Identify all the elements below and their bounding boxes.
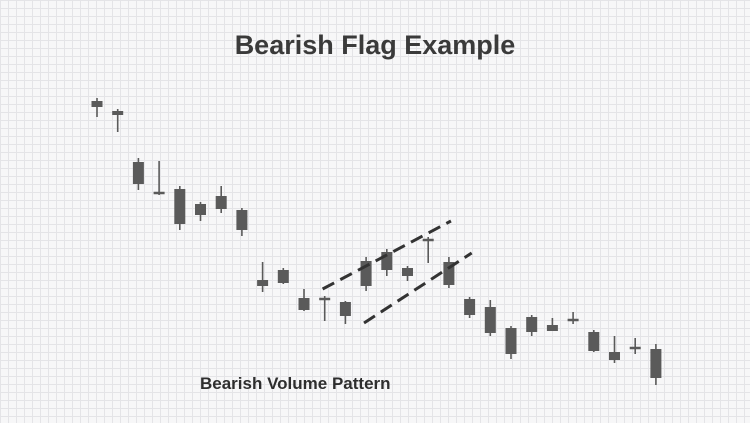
candle bbox=[588, 330, 600, 352]
candle-body bbox=[298, 298, 310, 310]
candle-body bbox=[464, 299, 476, 315]
candle-body bbox=[588, 332, 600, 351]
candle bbox=[215, 186, 227, 213]
candle-body bbox=[174, 189, 186, 224]
candle-body bbox=[505, 328, 517, 354]
candle bbox=[153, 161, 165, 195]
candle-body bbox=[546, 325, 558, 331]
candle bbox=[298, 289, 310, 311]
candle bbox=[319, 296, 331, 321]
candle bbox=[505, 326, 517, 359]
candle-body bbox=[422, 238, 434, 242]
candle-body bbox=[650, 349, 662, 378]
candle bbox=[236, 208, 248, 236]
candle bbox=[650, 344, 662, 385]
candle bbox=[195, 202, 206, 221]
candle-body bbox=[132, 162, 144, 184]
candle-body bbox=[443, 262, 455, 285]
candle bbox=[609, 336, 620, 363]
candle bbox=[381, 249, 393, 276]
candle bbox=[484, 300, 496, 336]
candle bbox=[360, 257, 372, 291]
candle-body bbox=[484, 307, 496, 333]
candle-body bbox=[609, 352, 620, 360]
candle-body bbox=[381, 252, 393, 270]
candle-body bbox=[112, 111, 124, 115]
candle bbox=[526, 315, 538, 336]
candle bbox=[464, 297, 476, 318]
candle-body bbox=[195, 204, 206, 215]
candle bbox=[546, 318, 558, 331]
candle-body bbox=[629, 346, 641, 350]
candle-body bbox=[360, 261, 372, 286]
candle-body bbox=[257, 280, 269, 286]
candle-body bbox=[319, 297, 331, 301]
candle-body bbox=[236, 210, 248, 230]
candle-body bbox=[526, 317, 538, 332]
candle bbox=[112, 109, 124, 132]
candle-body bbox=[91, 101, 103, 107]
candle bbox=[91, 98, 103, 117]
candle-body bbox=[567, 318, 579, 322]
flag-channel-line bbox=[363, 251, 473, 325]
candle bbox=[339, 301, 351, 324]
candle bbox=[567, 312, 579, 324]
candle bbox=[257, 262, 269, 292]
flag-channel-line bbox=[321, 219, 452, 291]
candle bbox=[629, 338, 641, 354]
candle bbox=[402, 266, 413, 281]
chart-title: Bearish Flag Example bbox=[234, 30, 516, 60]
candle bbox=[422, 237, 434, 263]
candle bbox=[443, 257, 455, 288]
chart-subtitle: Bearish Volume Pattern bbox=[200, 374, 391, 393]
candle bbox=[277, 268, 289, 284]
candle-body bbox=[339, 302, 351, 316]
candle-body bbox=[215, 196, 227, 209]
candle-body bbox=[277, 270, 289, 283]
candle-body bbox=[402, 268, 413, 276]
candle bbox=[132, 158, 144, 190]
candle bbox=[174, 186, 186, 230]
candle-body bbox=[153, 191, 165, 195]
